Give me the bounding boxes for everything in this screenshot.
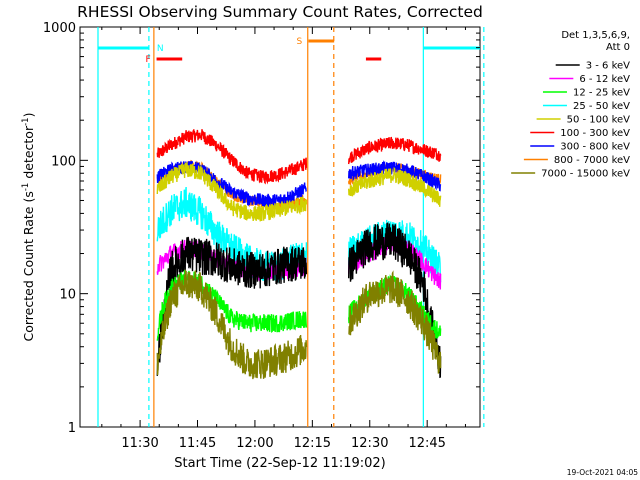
y-label-text: ) [21,113,36,118]
legend-label: 300 - 800 keV [560,142,630,153]
legend-header: Att 0 [606,42,630,53]
y-tick-label: 100 [51,154,76,169]
series-3-6-kev [156,222,442,379]
night-label: N [157,44,164,54]
y-axis-label: Corrected Count Rate (s-1 detector-1) [21,113,36,342]
y-axis: 1 10 100 1000 [43,21,480,436]
y-tick-label: 1 [68,421,76,436]
x-tick-label: 12:15 [294,436,331,451]
x-tick-label: 12:00 [236,436,273,451]
series-trace [156,236,308,376]
legend-label: 25 - 50 keV [573,101,630,112]
legend-label: 100 - 300 keV [560,128,630,139]
legend-label: 6 - 12 keV [579,74,630,85]
legend-label: 12 - 25 keV [573,88,630,99]
series-7000-15000-kev [156,268,442,380]
y-label-text: detector [21,125,36,183]
y-label-text: Corrected Count Rate (s [21,191,36,341]
timestamp: 19-Oct-2021 04:05 [567,468,638,477]
x-tick-label: 11:45 [179,436,216,451]
legend-label: 3 - 6 keV [586,61,630,72]
y-label-superscript: -1 [21,117,31,125]
series-trace [156,162,308,222]
plot-marks: N S F [97,27,485,427]
legend-label: 50 - 100 keV [567,115,631,126]
y-tick-label: 1000 [43,21,76,36]
series-trace [348,270,442,374]
series-trace [348,166,442,207]
series-100-300-kev [156,129,442,185]
y-label-superscript: -1 [21,183,31,191]
x-axis-label: Start Time (22-Sep-12 11:19:02) [174,456,385,471]
series-trace [156,268,308,380]
series-trace [348,222,442,379]
series-trace [156,129,308,185]
series-trace [348,136,442,165]
x-tick-label: 11:30 [121,436,158,451]
x-tick-label: 12:30 [351,436,388,451]
legend-label: 800 - 7000 keV [554,155,630,166]
saa-label: S [297,37,303,47]
legend: Det 1,3,5,6,9,Att 0 3 - 6 keV 6 - 12 keV 12… [511,30,630,180]
x-axis: 11:30 11:45 12:00 12:15 12:30 12:45 [101,27,466,451]
series-50-100-kev [156,162,442,222]
y-tick-label: 10 [59,288,76,303]
plot-frame [79,26,481,428]
chart-title: RHESSI Observing Summary Count Rates, Co… [77,3,483,21]
x-tick-label: 12:45 [408,436,445,451]
legend-header: Det 1,3,5,6,9, [561,30,630,41]
legend-label: 7000 - 15000 keV [541,169,630,180]
flare-label: F [146,55,151,65]
